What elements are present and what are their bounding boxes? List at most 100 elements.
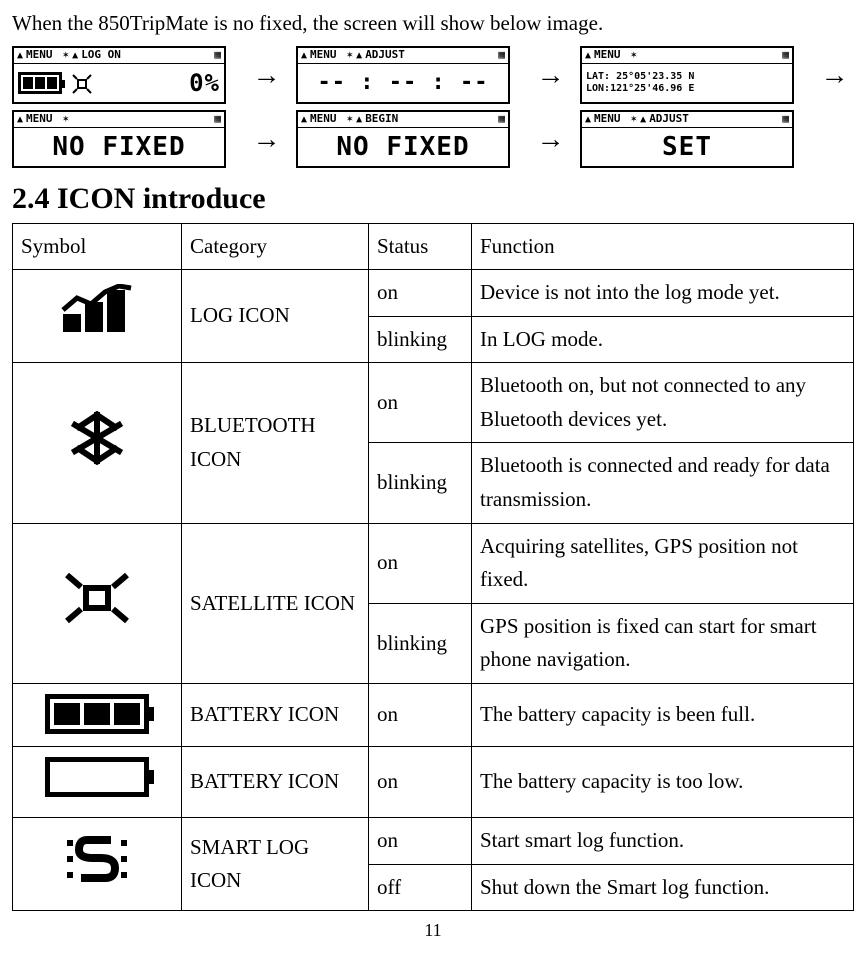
up-arrow-icon: ▲ xyxy=(301,112,307,127)
bt-mini-icon: ✶ xyxy=(63,111,70,128)
table-header-row: Symbol Category Status Function xyxy=(13,223,854,270)
col-symbol: Symbol xyxy=(13,223,182,270)
page-number: 11 xyxy=(12,917,854,944)
table-row: BATTERY ICON on The battery capacity is … xyxy=(13,746,854,818)
category-cell: BATTERY ICON xyxy=(182,746,369,818)
function-cell: The battery capacity is too low. xyxy=(472,746,854,818)
col-category: Category xyxy=(182,223,369,270)
function-cell: In LOG mode. xyxy=(472,316,854,363)
col-status: Status xyxy=(369,223,472,270)
category-cell: BATTERY ICON xyxy=(182,684,369,747)
up-arrow-icon: ▲ xyxy=(585,112,591,127)
function-cell: Start smart log function. xyxy=(472,818,854,865)
status-cell: on xyxy=(369,684,472,747)
satellite-icon xyxy=(68,72,96,94)
symbol-cell xyxy=(13,270,182,363)
lcd-label: ADJUST xyxy=(365,47,405,64)
lcd-label: MENU xyxy=(594,111,621,128)
log-mini-icon: ▦ xyxy=(214,47,221,64)
smart-log-icon xyxy=(57,832,137,897)
log-mini-icon: ▦ xyxy=(782,47,789,64)
battery-full-icon xyxy=(45,694,149,734)
bt-mini-icon: ✶ xyxy=(347,111,354,128)
log-icon xyxy=(57,284,137,349)
arrow-icon: → xyxy=(531,54,570,96)
table-row: SATELLITE ICON on Acquiring satellites, … xyxy=(13,523,854,603)
lcd-label: ADJUST xyxy=(649,111,689,128)
log-mini-icon: ▦ xyxy=(498,111,505,128)
status-cell: on xyxy=(369,270,472,317)
symbol-cell xyxy=(13,684,182,747)
function-cell: The battery capacity is been full. xyxy=(472,684,854,747)
arrow-icon: → xyxy=(815,54,854,96)
category-cell: LOG ICON xyxy=(182,270,369,363)
function-cell: Device is not into the log mode yet. xyxy=(472,270,854,317)
status-cell: on xyxy=(369,363,472,443)
lcd-label: MENU xyxy=(310,111,337,128)
table-row: BATTERY ICON on The battery capacity is … xyxy=(13,684,854,747)
col-function: Function xyxy=(472,223,854,270)
lcd-screen-4: ▲ MENU ✶ ▦ NO FIXED xyxy=(12,110,226,168)
lcd-value: SET xyxy=(582,128,792,167)
section-heading: 2.4 ICON introduce xyxy=(12,176,854,221)
status-cell: on xyxy=(369,523,472,603)
lcd-value: NO FIXED xyxy=(298,128,508,167)
lcd-screen-1: ▲ MENU ✶ ▲ LOG ON ▦ 0% xyxy=(12,46,226,104)
icon-table: Symbol Category Status Function LOG ICON… xyxy=(12,223,854,912)
arrow-icon: → xyxy=(247,118,286,160)
symbol-cell xyxy=(13,363,182,523)
lcd-screen-2: ▲ MENU ✶ ▲ ADJUST ▦ -- : -- : -- xyxy=(296,46,510,104)
status-cell: on xyxy=(369,746,472,818)
lon-line: LON:121°25'46.96 E xyxy=(586,83,694,95)
lcd-screen-3: ▲ MENU ✶ ▦ LAT: 25°05'23.35 N LON:121°25… xyxy=(580,46,794,104)
up-arrow-icon: ▲ xyxy=(356,48,362,63)
lcd-label: BEGIN xyxy=(365,111,398,128)
function-cell: Acquiring satellites, GPS position not f… xyxy=(472,523,854,603)
symbol-cell xyxy=(13,523,182,683)
up-arrow-icon: ▲ xyxy=(640,112,646,127)
lcd-label: MENU xyxy=(594,47,621,64)
screens-grid: ▲ MENU ✶ ▲ LOG ON ▦ 0% → ▲ MENU ✶ ▲ ADJU… xyxy=(12,46,854,168)
lcd-label: LOG ON xyxy=(81,47,121,64)
satellite-icon xyxy=(57,571,137,636)
up-arrow-icon: ▲ xyxy=(17,48,23,63)
lcd-label: MENU xyxy=(310,47,337,64)
intro-text: When the 850TripMate is no fixed, the sc… xyxy=(12,8,854,40)
lcd-label: MENU xyxy=(26,47,53,64)
log-mini-icon: ▦ xyxy=(498,47,505,64)
up-arrow-icon: ▲ xyxy=(356,112,362,127)
up-arrow-icon: ▲ xyxy=(17,112,23,127)
log-mini-icon: ▦ xyxy=(214,111,221,128)
table-row: BLUETOOTH ICON on Bluetooth on, but not … xyxy=(13,363,854,443)
category-cell: SMART LOG ICON xyxy=(182,818,369,911)
function-cell: Bluetooth on, but not connected to any B… xyxy=(472,363,854,443)
bt-mini-icon: ✶ xyxy=(347,47,354,64)
bt-mini-icon: ✶ xyxy=(631,111,638,128)
arrow-icon: → xyxy=(247,54,286,96)
lcd-screen-5: ▲ MENU ✶ ▲ BEGIN ▦ NO FIXED xyxy=(296,110,510,168)
category-cell: BLUETOOTH ICON xyxy=(182,363,369,523)
category-cell: SATELLITE ICON xyxy=(182,523,369,683)
lcd-value: NO FIXED xyxy=(14,128,224,167)
function-cell: Bluetooth is connected and ready for dat… xyxy=(472,443,854,523)
bt-mini-icon: ✶ xyxy=(63,47,70,64)
status-cell: blinking xyxy=(369,316,472,363)
log-mini-icon: ▦ xyxy=(782,111,789,128)
arrow-icon: → xyxy=(531,118,570,160)
battery-icon xyxy=(18,72,62,94)
battery-low-icon xyxy=(45,757,149,797)
function-cell: GPS position is fixed can start for smar… xyxy=(472,603,854,683)
bluetooth-icon xyxy=(57,411,137,476)
up-arrow-icon: ▲ xyxy=(585,48,591,63)
lcd-value: -- : -- : -- xyxy=(298,64,508,102)
lcd-value: 0% xyxy=(189,65,220,101)
lat-line: LAT: 25°05'23.35 N xyxy=(586,71,694,83)
lcd-screen-6: ▲ MENU ✶ ▲ ADJUST ▦ SET xyxy=(580,110,794,168)
function-cell: Shut down the Smart log function. xyxy=(472,864,854,911)
status-cell: blinking xyxy=(369,603,472,683)
up-arrow-icon: ▲ xyxy=(301,48,307,63)
up-arrow-icon: ▲ xyxy=(72,48,78,63)
symbol-cell xyxy=(13,746,182,818)
table-row: SMART LOG ICON on Start smart log functi… xyxy=(13,818,854,865)
status-cell: off xyxy=(369,864,472,911)
